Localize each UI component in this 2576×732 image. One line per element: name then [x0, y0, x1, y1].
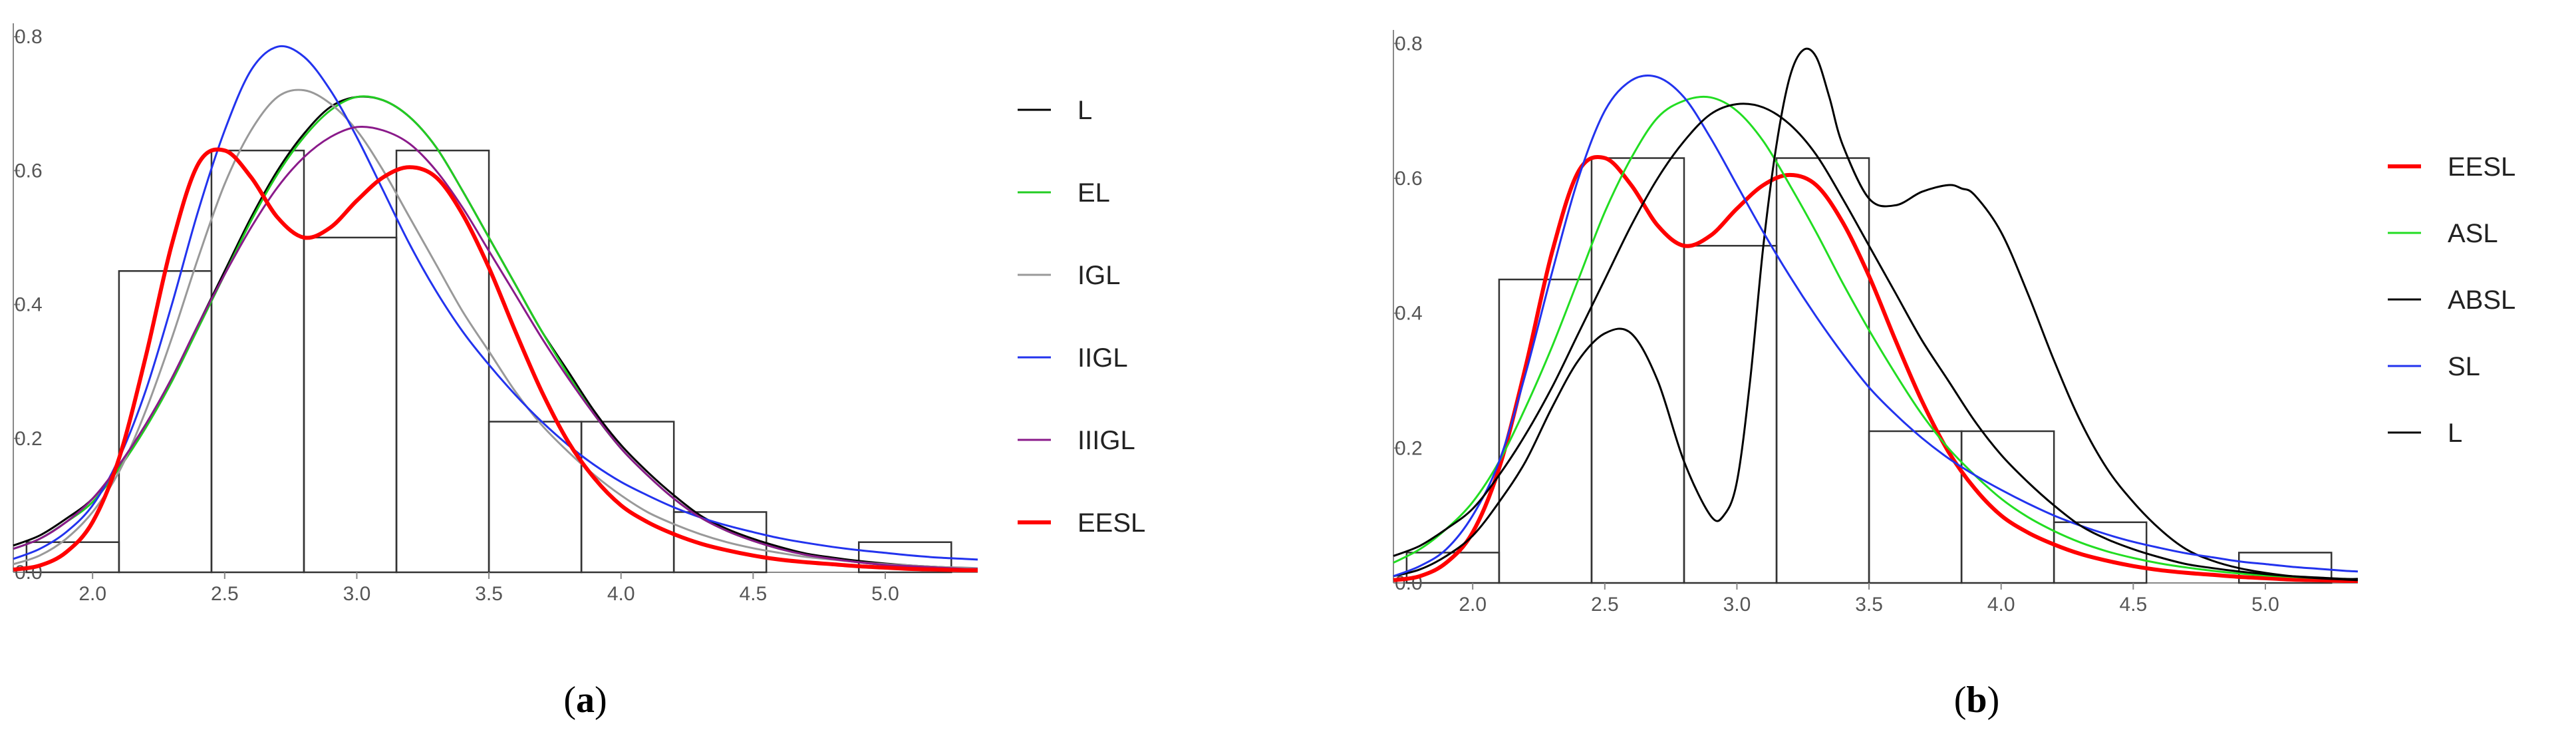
panel-b: 2.0 2.5 3.0 3.5 4.0 4.5 5.00.00.20.40.60.8EESL… — [1393, 30, 2515, 616]
panel-a-histogram-bar — [395, 149, 490, 574]
panel-b-series-absl — [1393, 47, 2359, 582]
panel-b-x-tick-label: 5.0 — [2251, 594, 2279, 616]
panel-b-legend-label: ASL — [2448, 219, 2498, 248]
panel-a-series-l — [13, 95, 978, 570]
panel-b-series-l — [1393, 102, 2359, 580]
panel-b-y-tick-label: 0.6 — [1395, 168, 1423, 190]
panel-b-x-tick-label: 3.0 — [1723, 594, 1751, 616]
panel-b-y-tick-label: 0.4 — [1395, 303, 1423, 325]
panel-b-x-tick-label: 4.0 — [1987, 594, 2015, 616]
panel-a: 2.0 2.5 3.0 3.5 4.0 4.5 5.00.00.20.40.60.8LELI… — [13, 23, 1145, 605]
panel-a-series-iiigl — [13, 125, 978, 570]
panel-b-y-tick-label: 0.2 — [1395, 437, 1423, 459]
panel-a-series-igl — [13, 89, 978, 570]
panel-a-x-tick-label: 3.0 — [343, 583, 371, 605]
panel-a-legend-label: IIGL — [1077, 343, 1128, 373]
panel-a-histogram-bar — [857, 541, 952, 574]
panel-a-x-tick-label: 4.0 — [607, 583, 635, 605]
panel-b-legend-label: L — [2448, 419, 2462, 448]
panel-a-legend-label: L — [1077, 96, 1092, 125]
panel-b-histogram-bar — [1775, 157, 1870, 584]
panel-a-histogram-bar — [303, 236, 398, 574]
panel-b-legend-label: ABSL — [2448, 285, 2515, 315]
panel-a-legend-label: IIIGL — [1077, 426, 1135, 455]
panel-a-histogram-bar — [672, 511, 768, 574]
panel-a-series-iigl — [13, 45, 978, 561]
panel-a-legend-label: EL — [1077, 178, 1110, 208]
panel-b-x-tick-label: 2.0 — [1459, 594, 1487, 616]
panel-a-legend-label: EESL — [1077, 508, 1145, 538]
panel-b-legend-label: SL — [2448, 352, 2480, 381]
panel-a-series-el — [13, 95, 978, 570]
panel-a-x-tick-label: 3.5 — [475, 583, 503, 605]
panel-b-histogram-bar — [1683, 245, 1778, 584]
panel-b-y-tick-label: 0.8 — [1395, 33, 1423, 55]
panel-a-y-tick-label: 0.6 — [15, 160, 43, 182]
panel-a-x-tick-label: 5.0 — [871, 583, 899, 605]
panel-a-histogram-bar — [580, 421, 675, 574]
panel-b-histogram-bar — [1590, 157, 1685, 584]
panel-a-legend-label: IGL — [1077, 261, 1120, 290]
panel-b-series-eesl — [1393, 154, 2359, 584]
panel-b-series-asl — [1393, 95, 2359, 581]
panel-a-x-tick-label: 2.0 — [78, 583, 106, 605]
panel-a-histogram-bar — [210, 149, 305, 574]
panel-b-series-sl — [1393, 74, 2359, 578]
panel-a-label: (a) — [563, 679, 607, 721]
panel-b-x-tick-label: 3.5 — [1855, 594, 1883, 616]
panel-a-y-tick-label: 0.8 — [15, 26, 43, 48]
panel-b-x-tick-label: 2.5 — [1591, 594, 1619, 616]
panel-a-series-eesl — [13, 147, 978, 573]
panel-a-x-tick-label: 4.5 — [739, 583, 767, 605]
panel-a-histogram-bar — [118, 270, 213, 574]
panel-a-y-tick-label: 0.2 — [15, 428, 43, 450]
panel-b-histogram-bar — [1498, 278, 1593, 584]
panel-b-x-tick-label: 4.5 — [2119, 594, 2147, 616]
panel-b-label: (b) — [1954, 679, 1999, 721]
panel-a-y-tick-label: 0.4 — [15, 294, 43, 316]
panel-b-histogram-bar — [1960, 430, 2055, 584]
panel-b-legend-label: EESL — [2448, 152, 2515, 182]
panel-a-x-tick-label: 2.5 — [211, 583, 239, 605]
